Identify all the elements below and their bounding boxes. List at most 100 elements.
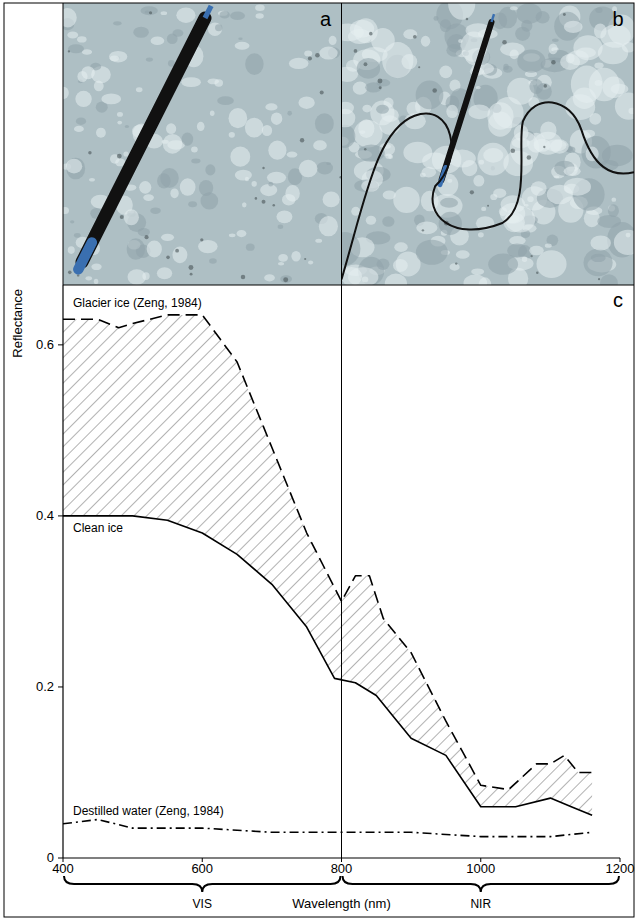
ice-texture [268, 141, 286, 160]
ice-particle [470, 190, 474, 194]
ice-texture [143, 194, 154, 201]
panel-label: b [612, 8, 623, 30]
region-divider [341, 3, 342, 858]
ice-texture [326, 162, 331, 165]
ice-texture [142, 272, 149, 280]
ice-texture [208, 23, 222, 37]
ice-texture [308, 260, 313, 264]
ice-particle [120, 215, 124, 219]
ice-texture [237, 230, 247, 237]
ice-texture [468, 104, 490, 119]
ice-texture [446, 44, 462, 57]
ice-texture [276, 210, 292, 223]
ice-texture [319, 216, 338, 236]
ice-texture [75, 91, 91, 107]
ice-texture [163, 134, 182, 154]
plot-area [63, 315, 592, 837]
region-label: VIS [193, 897, 212, 911]
ice-texture [138, 228, 150, 236]
ice-particle [188, 265, 193, 270]
ice-particle [536, 272, 538, 274]
ice-texture [268, 182, 273, 187]
ice-texture [245, 118, 263, 138]
ice-texture [439, 212, 462, 235]
ice-texture [172, 246, 187, 263]
series-label: Clean ice [73, 521, 123, 535]
ice-texture [252, 181, 257, 187]
x-axis-title: Wavelength (nm) [292, 896, 391, 911]
ice-particle [502, 40, 507, 45]
series-line [63, 516, 592, 815]
panel-separator [63, 3, 64, 285]
ice-texture [157, 267, 172, 279]
panel-separator [63, 285, 634, 286]
ice-texture [265, 103, 277, 110]
ice-texture [534, 132, 562, 155]
ice-texture [256, 13, 264, 19]
ice-texture [522, 256, 528, 262]
ice-particle [369, 32, 373, 36]
ice-texture [545, 243, 552, 247]
ice-particle [378, 79, 383, 84]
ice-particle [531, 255, 533, 257]
ice-particle [77, 274, 79, 276]
ice-texture [96, 128, 106, 138]
ice-texture [267, 172, 286, 184]
ice-texture [278, 262, 284, 265]
ice-texture [176, 7, 195, 22]
photo-background [63, 3, 342, 285]
pen-tip [78, 242, 92, 269]
ice-particle [511, 149, 516, 154]
ice-texture [365, 82, 382, 92]
ice-texture [217, 96, 234, 105]
ice-texture [614, 230, 634, 255]
ice-texture [127, 238, 145, 259]
region-brace [343, 876, 620, 892]
ice-texture [342, 125, 356, 148]
y-tick-label: 0.2 [36, 679, 54, 694]
ice-texture [77, 36, 87, 42]
ice-texture [385, 274, 407, 285]
ice-texture [510, 131, 539, 166]
ice-texture [191, 147, 198, 153]
ice-texture [315, 113, 334, 134]
ice-texture [278, 254, 288, 262]
ice-texture [76, 117, 86, 124]
ice-texture [101, 93, 121, 104]
ice-texture [285, 185, 299, 202]
ice-texture [611, 198, 616, 202]
ice-texture [271, 112, 282, 124]
series-label: Glacier ice (Zeng, 1984) [73, 296, 202, 310]
ice-texture [151, 36, 165, 45]
ice-texture [517, 50, 545, 73]
ice-texture [208, 78, 219, 84]
ice-texture [141, 6, 158, 15]
ice-texture [440, 19, 451, 32]
photo-panel [63, 3, 342, 285]
ice-texture [531, 181, 547, 196]
pen-tip [205, 6, 211, 18]
ice-texture [74, 126, 84, 132]
x-tick-label: 800 [331, 861, 353, 876]
ice-particle [300, 138, 304, 142]
photo-panel [342, 3, 635, 285]
hatched-difference [63, 315, 592, 815]
ice-texture [198, 240, 218, 253]
ice-texture [197, 122, 205, 131]
ice-texture [245, 53, 264, 75]
ice-texture [366, 216, 376, 225]
ice-texture [458, 39, 463, 43]
ice-texture [109, 51, 127, 63]
series-line [63, 820, 592, 837]
ice-particle [68, 50, 70, 52]
ice-texture [421, 36, 430, 47]
ice-texture [370, 101, 394, 126]
pen [442, 22, 492, 180]
ice-texture [362, 276, 369, 282]
figure: ab00.20.40.640060080010001200Reflectance… [0, 0, 638, 920]
ice-texture [287, 152, 298, 158]
ice-texture [242, 202, 247, 207]
ice-texture [188, 201, 197, 207]
ice-texture [139, 181, 151, 194]
ice-texture [219, 11, 229, 19]
